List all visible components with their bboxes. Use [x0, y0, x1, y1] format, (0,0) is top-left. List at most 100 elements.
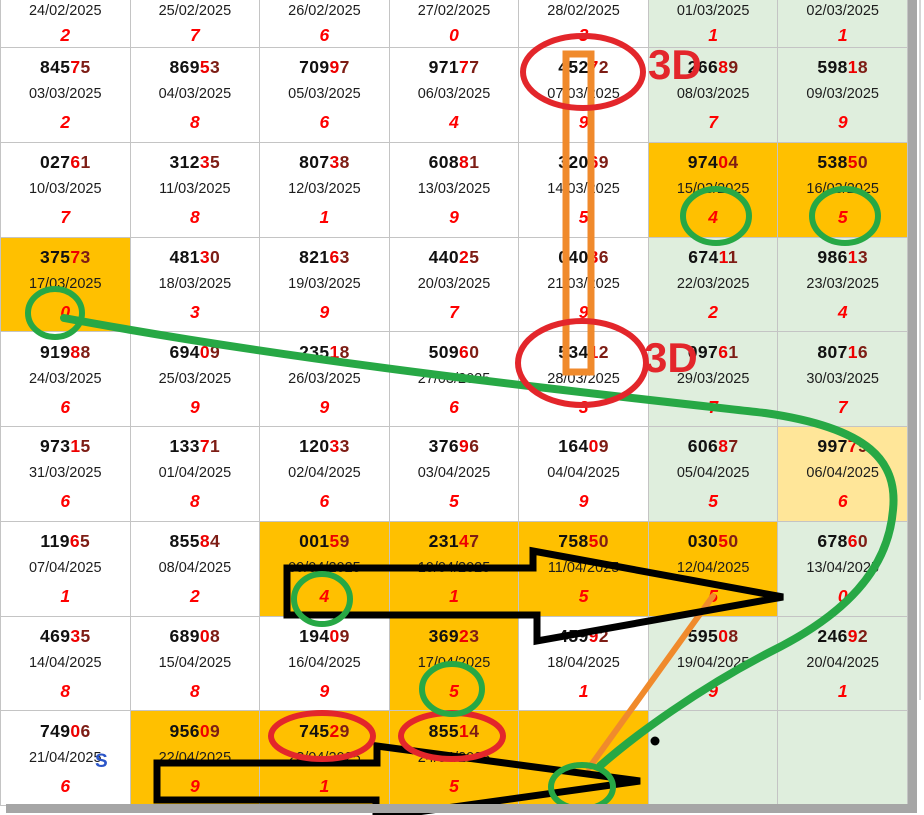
- number-fourth-digit: 8: [718, 436, 729, 457]
- result-cell[interactable]: 00159 09/04/2025 4: [260, 521, 390, 617]
- result-cell[interactable]: 44025 20/03/2025 7: [389, 237, 520, 333]
- result-cell[interactable]: 16409 04/04/2025 9: [519, 427, 649, 522]
- cell-result-digit: 4: [319, 586, 330, 607]
- cell-number: 04036: [558, 243, 609, 271]
- result-cell[interactable]: 67860 13/04/2025 0: [778, 521, 908, 617]
- result-cell[interactable]: 97315 31/03/2025 6: [1, 427, 131, 522]
- result-cell[interactable]: 50960 27/03/2025 6: [389, 332, 520, 427]
- result-cell[interactable]: 97404 15/03/2025 4: [648, 142, 779, 238]
- result-cell[interactable]: 84575 03/03/2025 2: [1, 48, 131, 143]
- result-cell[interactable]: 59508 19/04/2025 9: [648, 616, 779, 712]
- result-cell[interactable]: 74906 21/04/2025 6: [1, 711, 131, 806]
- cell-result-digit: 5: [708, 586, 718, 607]
- result-cell[interactable]: 74529 23/04/2025 1: [260, 711, 390, 806]
- lottery-results-grid: 24/02/2025 2 25/02/2025 7 26/02/2025 6 27/02/2…: [0, 0, 908, 806]
- number-fourth-digit: 6: [69, 531, 80, 552]
- result-cell[interactable]: 23147 10/04/2025 1: [389, 521, 520, 617]
- cell-number: 23518: [299, 338, 350, 366]
- cell-result-digit: 0: [837, 586, 848, 607]
- cell-result-digit: 9: [578, 112, 589, 133]
- result-cell[interactable]: 23518 26/03/2025 9: [260, 332, 390, 427]
- result-cell[interactable]: 53850 16/03/2025 5: [778, 142, 908, 238]
- result-cell[interactable]: 27/02/2025 0: [389, 0, 520, 48]
- number-main-digits: 855: [428, 720, 460, 741]
- cell-number: 85584: [170, 527, 221, 555]
- result-cell[interactable]: [519, 711, 649, 806]
- result-cell[interactable]: 32069 14/03/2025 5: [519, 142, 649, 238]
- result-cell[interactable]: 26/02/2025 6: [260, 0, 390, 48]
- cell-date: 24/02/2025: [28, 3, 102, 19]
- cell-date: 15/04/2025: [158, 654, 232, 671]
- number-main-digits: 133: [169, 436, 200, 457]
- result-cell[interactable]: 46935 14/04/2025 8: [1, 616, 131, 712]
- number-fourth-digit: 6: [459, 341, 470, 362]
- result-cell[interactable]: 01/03/2025 1: [648, 0, 779, 48]
- result-cell[interactable]: 85584 08/04/2025 2: [130, 521, 261, 617]
- result-cell[interactable]: 69409 25/03/2025 9: [130, 332, 261, 427]
- number-main-digits: 974: [687, 152, 719, 173]
- result-cell[interactable]: 85514 24/04/2025 5: [389, 711, 520, 806]
- cell-result-digit: 2: [60, 112, 71, 133]
- result-cell[interactable]: 95609 22/04/2025 9: [130, 711, 261, 806]
- cell-number: 97404: [688, 148, 739, 176]
- result-cell[interactable]: 86953 04/03/2025 8: [130, 48, 261, 143]
- cell-number: 11965: [40, 527, 90, 555]
- result-cell[interactable]: 02/03/2025 1: [778, 0, 908, 48]
- result-cell[interactable]: 45992 18/04/2025 1: [519, 616, 649, 712]
- result-cell[interactable]: 12033 02/04/2025 6: [260, 427, 390, 522]
- cell-number: 37573: [40, 243, 91, 271]
- result-cell[interactable]: 67411 22/03/2025 2: [648, 237, 779, 333]
- result-cell[interactable]: 28/02/2025 3: [519, 0, 649, 48]
- result-cell[interactable]: 13371 01/04/2025 8: [130, 427, 261, 522]
- cell-date: 31/03/2025: [28, 465, 102, 482]
- cell-date: 01/03/2025: [676, 3, 750, 19]
- result-cell[interactable]: 45272 07/03/2025 9: [519, 48, 649, 143]
- number-fourth-digit: 5: [588, 531, 599, 552]
- result-cell[interactable]: 19409 16/04/2025 9: [260, 616, 390, 712]
- result-cell[interactable]: 04036 21/03/2025 9: [519, 237, 649, 333]
- result-cell[interactable]: 25/02/2025 7: [130, 0, 261, 48]
- result-cell[interactable]: 97177 06/03/2025 4: [389, 48, 520, 143]
- cell-date: 16/03/2025: [806, 181, 879, 198]
- result-cell[interactable]: 82163 19/03/2025 9: [260, 237, 390, 333]
- number-fifth-digit: 8: [728, 625, 739, 646]
- cell-number: 80738: [299, 148, 350, 176]
- result-cell[interactable]: 80738 12/03/2025 1: [260, 142, 390, 238]
- cell-number: 68908: [170, 622, 221, 650]
- result-cell[interactable]: 59818 09/03/2025 9: [778, 48, 908, 143]
- result-cell[interactable]: 99779 06/04/2025 6: [778, 427, 908, 522]
- result-cell[interactable]: 75850 11/04/2025 5: [519, 521, 649, 617]
- result-cell[interactable]: 37573 17/03/2025 0: [1, 237, 131, 333]
- result-cell[interactable]: 98613 23/03/2025 4: [778, 237, 908, 333]
- result-cell[interactable]: 60881 13/03/2025 9: [389, 142, 520, 238]
- result-cell[interactable]: 03050 12/04/2025 5: [648, 521, 779, 617]
- number-fifth-digit: 5: [80, 625, 91, 646]
- result-cell[interactable]: 26689 08/03/2025 7: [648, 48, 779, 143]
- cell-date: 17/04/2025: [417, 654, 491, 671]
- result-cell[interactable]: 37696 03/04/2025 5: [389, 427, 520, 522]
- number-main-digits: 369: [428, 625, 460, 646]
- result-cell[interactable]: 53412 28/03/2025 3: [519, 332, 649, 427]
- number-fifth-digit: 8: [80, 341, 91, 362]
- result-cell[interactable]: 24692 20/04/2025 1: [778, 616, 908, 712]
- result-cell[interactable]: 11965 07/04/2025 1: [1, 521, 131, 617]
- cell-result-digit: 8: [189, 680, 200, 701]
- number-main-digits: 452: [558, 57, 589, 78]
- result-cell[interactable]: 70997 05/03/2025 6: [260, 48, 390, 143]
- result-cell[interactable]: 36923 17/04/2025 5: [389, 616, 520, 712]
- result-cell[interactable]: 68908 15/04/2025 8: [130, 616, 261, 712]
- result-cell[interactable]: [778, 711, 908, 806]
- cell-number: 97177: [429, 53, 480, 81]
- result-cell[interactable]: 02761 10/03/2025 7: [1, 142, 131, 238]
- result-cell[interactable]: 48130 18/03/2025 3: [130, 237, 261, 333]
- result-cell[interactable]: 80716 30/03/2025 7: [778, 332, 908, 427]
- cell-date: 03/03/2025: [28, 86, 102, 103]
- number-fifth-digit: 7: [469, 531, 480, 552]
- number-main-digits: 821: [299, 246, 330, 267]
- result-cell[interactable]: 24/02/2025 2: [1, 0, 131, 48]
- result-cell[interactable]: 60687 05/04/2025 5: [648, 427, 779, 522]
- result-cell[interactable]: [648, 711, 779, 806]
- result-cell[interactable]: 31235 11/03/2025 8: [130, 142, 261, 238]
- number-fifth-digit: 9: [598, 436, 609, 457]
- result-cell[interactable]: 91988 24/03/2025 6: [1, 332, 131, 427]
